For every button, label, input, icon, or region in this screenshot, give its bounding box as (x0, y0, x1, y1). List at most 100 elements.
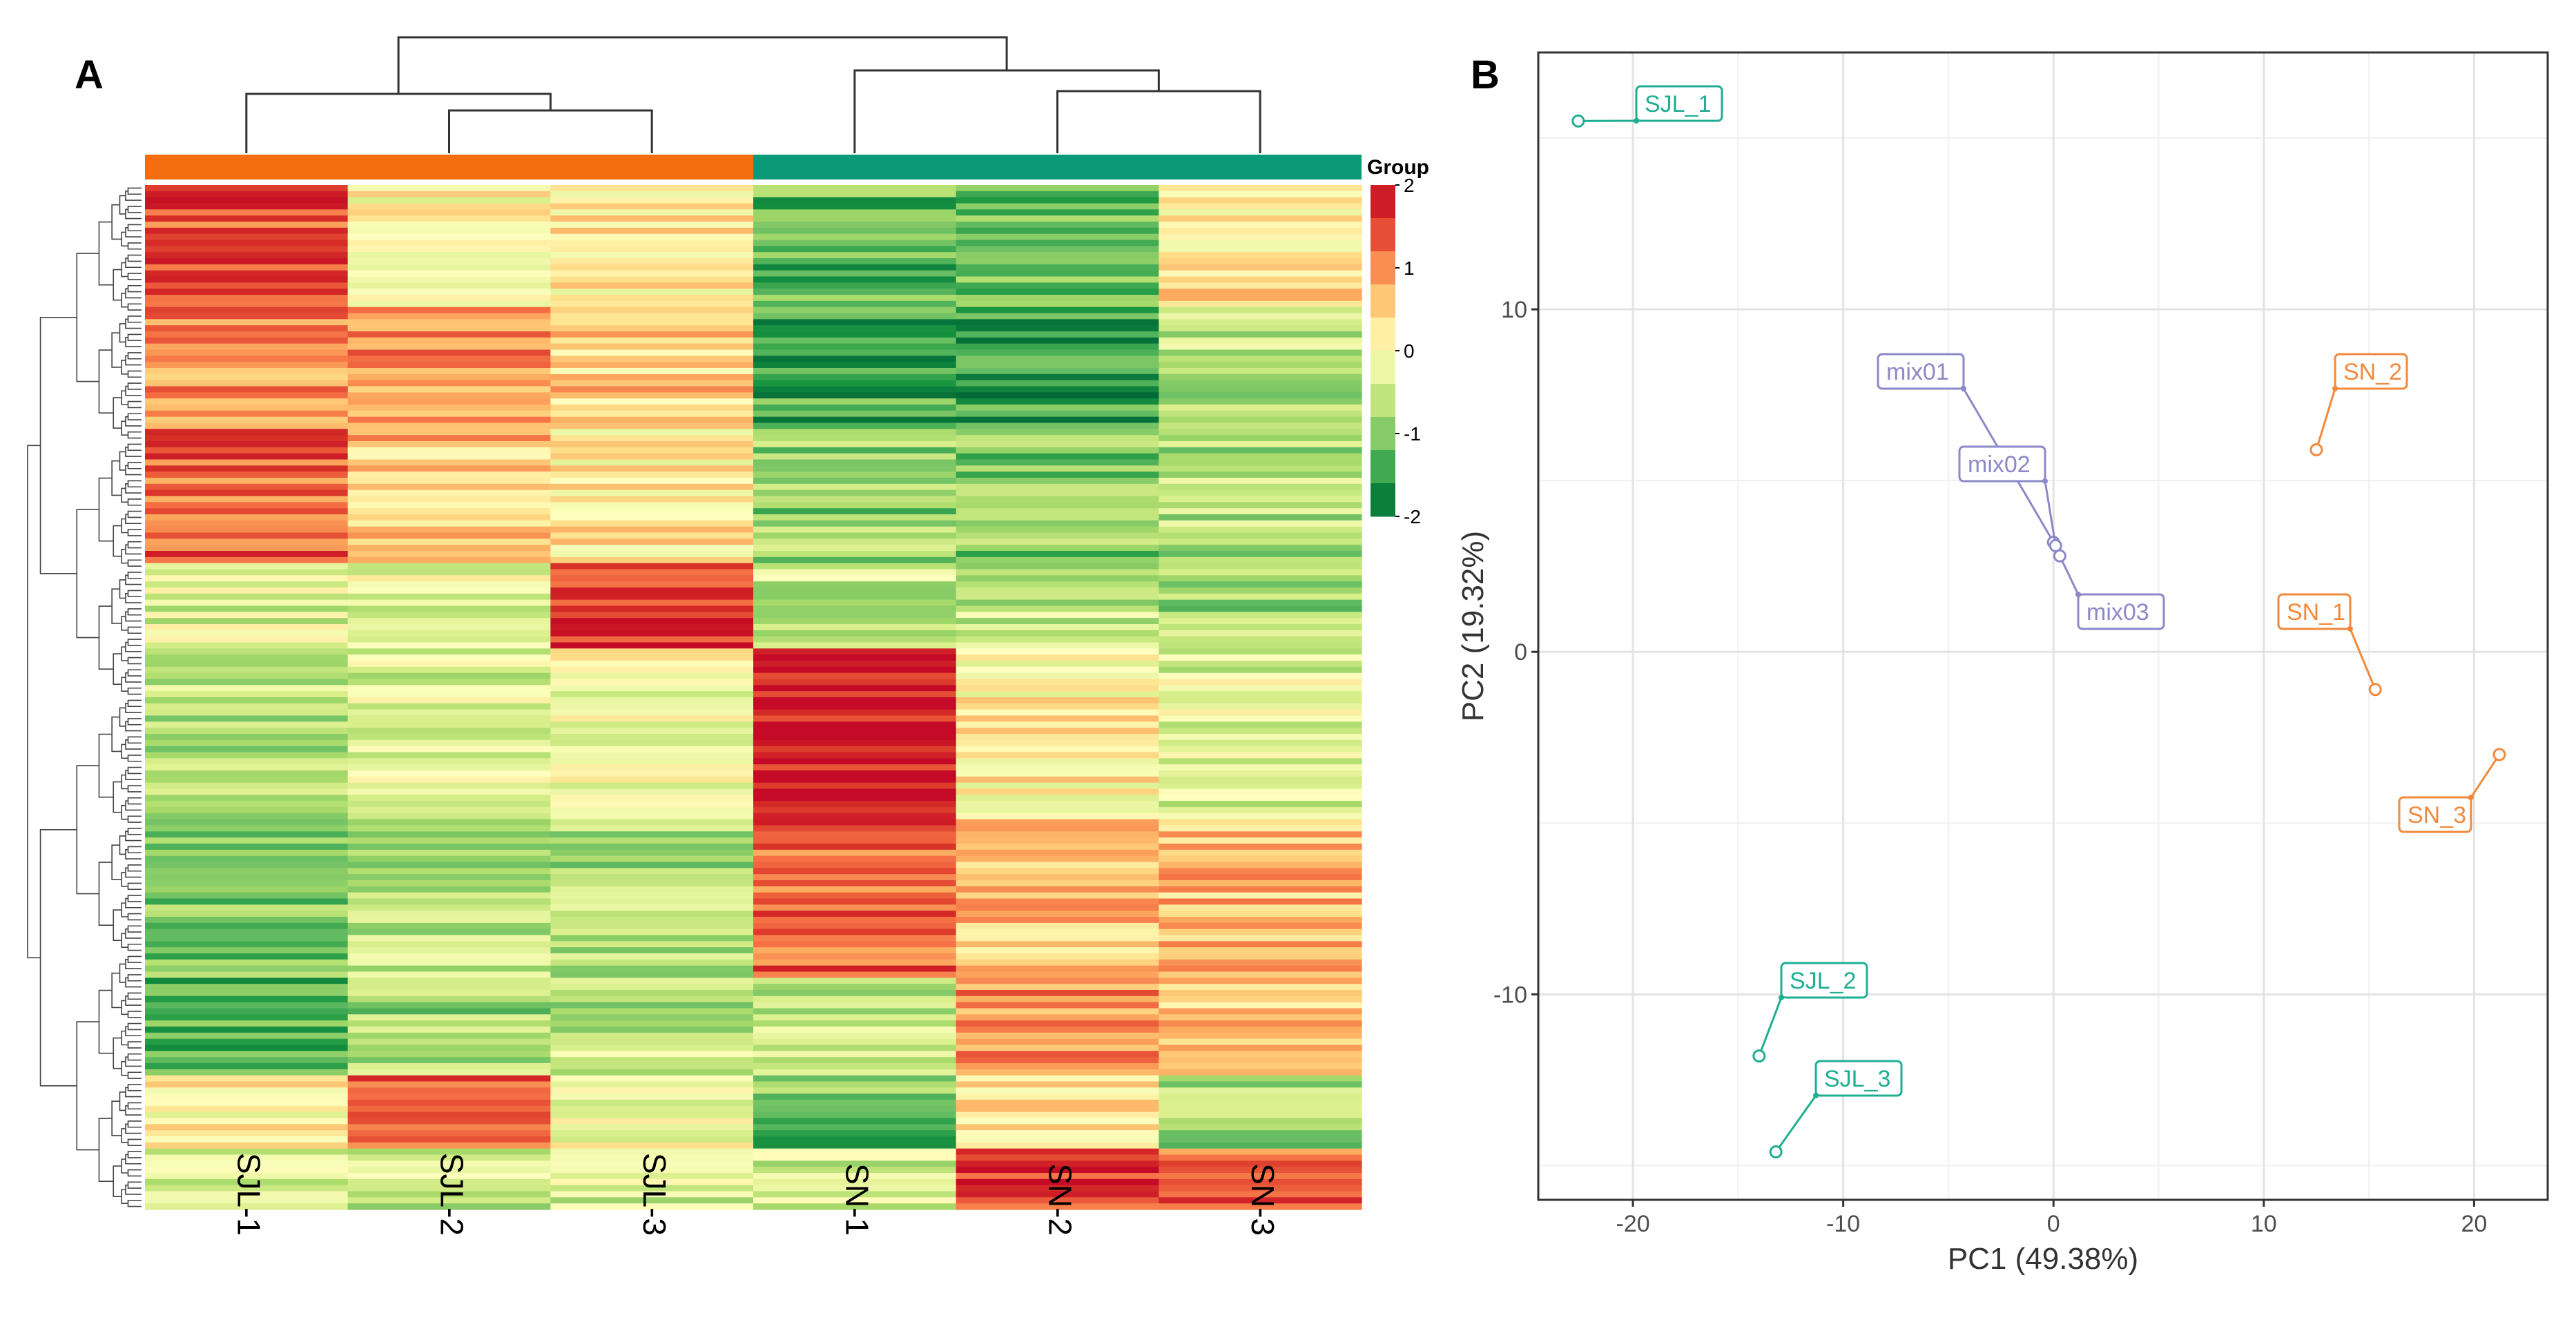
heatmap-cell (347, 593, 551, 601)
heatmap-cell (956, 1027, 1159, 1033)
heatmap-cell (145, 459, 349, 466)
legend-tick-label: -2 (1404, 506, 1421, 527)
heatmap-cell (1159, 410, 1362, 418)
heatmap-cell (550, 654, 754, 661)
heatmap-cell (550, 325, 754, 332)
row-dendrogram-branch (125, 703, 142, 713)
heatmap-cell (1159, 227, 1362, 235)
heatmap-cell (753, 1069, 957, 1076)
heatmap-cell (753, 569, 957, 576)
row-dendrogram-branch (125, 959, 142, 969)
heatmap-cell (1159, 941, 1362, 948)
heatmap-cell (753, 752, 957, 759)
heatmap-cell (1159, 917, 1362, 924)
heatmap-cell (956, 459, 1159, 466)
heatmap-cell (753, 556, 957, 564)
heatmap-cell (753, 441, 957, 448)
heatmap-cell (753, 368, 957, 375)
heatmap-cell (145, 1027, 349, 1033)
heatmap-cell (956, 874, 1159, 881)
heatmap-cell (1159, 545, 1362, 552)
row-dendrogram-branch (127, 1071, 142, 1079)
heatmap-cell (347, 502, 551, 509)
heatmap-cell (753, 1087, 957, 1094)
heatmap-cell (347, 325, 551, 332)
heatmap-cell (753, 392, 957, 399)
heatmap-cell (347, 459, 551, 466)
heatmap-cell (145, 898, 349, 905)
dendrogram-branch (245, 93, 552, 153)
heatmap-cell (956, 813, 1159, 820)
heatmap-cell (956, 831, 1159, 838)
heatmap-cell (145, 1069, 349, 1076)
heatmap-cell (145, 556, 349, 564)
heatmap-cell (1159, 185, 1362, 192)
heatmap-cell (347, 782, 551, 790)
heatmap-cell (1159, 1014, 1362, 1021)
heatmap-cell (145, 661, 349, 668)
row-dendrogram-branch (113, 781, 122, 813)
heatmap-cell (956, 575, 1159, 582)
heatmap-cell (145, 1111, 349, 1119)
heatmap-cell (347, 776, 551, 784)
heatmap-cell (550, 465, 754, 472)
heatmap-cell (1159, 532, 1362, 539)
row-dendrogram-branch (127, 1022, 142, 1031)
heatmap-cell (1159, 728, 1362, 735)
point-label: mix03 (2086, 599, 2149, 625)
heatmap-cell (753, 941, 957, 948)
scatter-point (2309, 443, 2323, 456)
heatmap-cell (1159, 240, 1362, 246)
heatmap-cell (347, 1173, 551, 1180)
heatmap-cell (753, 788, 957, 795)
heatmap-cell (347, 1130, 551, 1137)
heatmap-cell (1159, 362, 1362, 369)
row-dendrogram-branch (121, 1158, 128, 1174)
heatmap-cell (1159, 959, 1362, 966)
heatmap-cell (145, 801, 349, 808)
heatmap-cell (1159, 874, 1362, 881)
heatmap-cell (956, 654, 1159, 661)
heatmap-cell (1159, 508, 1362, 515)
heatmap-cell (753, 874, 957, 881)
heatmap-cell (753, 801, 957, 808)
heatmap-cell (347, 1008, 551, 1015)
heatmap-cell (550, 739, 754, 747)
heatmap-cell (1159, 965, 1362, 973)
heatmap-cell (347, 1094, 551, 1100)
heatmap-cell (1159, 343, 1362, 351)
heatmap-cell (753, 465, 957, 472)
row-dendrogram-branch (125, 544, 142, 555)
heatmap-cell (550, 459, 754, 466)
row-dendrogram-branch (121, 487, 128, 503)
heatmap-cell (1159, 672, 1362, 680)
heatmap-cell (550, 837, 754, 844)
heatmap-cell (753, 264, 957, 271)
heatmap-cell (753, 1075, 957, 1082)
heatmap-cell (1159, 581, 1362, 588)
heatmap-cell (1159, 1167, 1362, 1174)
row-dendrogram-branch (98, 862, 114, 926)
heatmap-cell (956, 1051, 1159, 1058)
heatmap-cell (550, 886, 754, 893)
heatmap-cell (956, 1087, 1159, 1094)
heatmap-cell (753, 1136, 957, 1143)
heatmap-cell (347, 300, 551, 308)
legend-title: Group (1367, 156, 1429, 179)
heatmap-cell (1159, 844, 1362, 851)
heatmap-cell (550, 1118, 754, 1125)
heatmap-cell (145, 728, 349, 735)
heatmap-cell (1159, 233, 1362, 241)
heatmap-cell (956, 898, 1159, 905)
heatmap-cell (550, 605, 754, 612)
heatmap-cell (550, 1178, 754, 1186)
row-dendrogram-branch (111, 844, 122, 880)
heatmap-cell (145, 959, 349, 966)
row-dendrogram-branch (127, 925, 142, 933)
heatmap-cell (753, 1173, 957, 1180)
heatmap-cell (145, 862, 349, 868)
heatmap-cell (550, 1069, 754, 1076)
heatmap-cell (347, 953, 551, 960)
heatmap-cell (145, 697, 349, 704)
heatmap-cell (550, 1087, 754, 1094)
